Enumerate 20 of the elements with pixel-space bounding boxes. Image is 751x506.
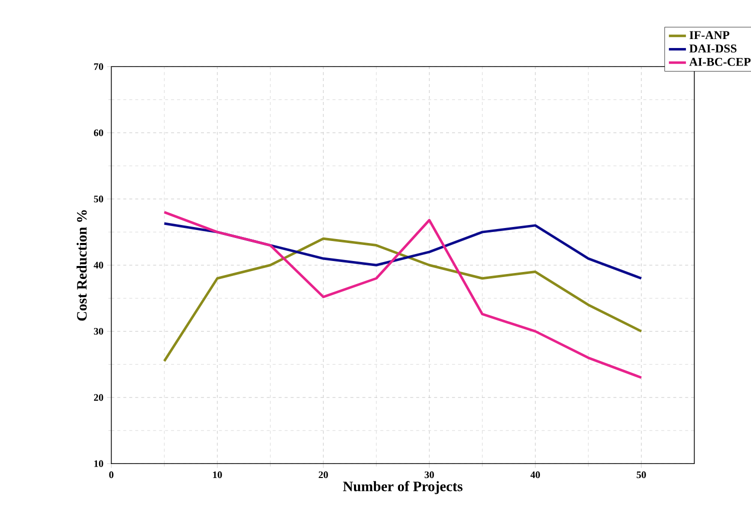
x-axis-title: Number of Projects [343, 480, 462, 494]
y-axis-title: Cost Reduction % [76, 210, 87, 321]
x-tick-label: 20 [318, 471, 328, 478]
legend-label: DAI-DSS [689, 44, 736, 53]
x-tick-label: 50 [636, 471, 646, 478]
y-tick-label: 20 [94, 394, 104, 401]
y-tick-label: 60 [94, 129, 104, 136]
x-tick-label: 0 [109, 471, 114, 478]
x-tick-label: 40 [530, 471, 540, 478]
legend-label: IF-ANP [690, 31, 730, 40]
y-tick-label: 40 [94, 262, 104, 268]
y-tick-label: 70 [94, 63, 104, 70]
y-tick-label: 50 [94, 196, 104, 202]
y-tick-label: 10 [94, 460, 104, 467]
y-tick-label: 30 [94, 328, 104, 335]
legend-label: AI-BC-CEP [689, 58, 751, 66]
line-series [163, 237, 643, 362]
line-series [163, 210, 643, 379]
x-tick-label: 30 [424, 471, 434, 478]
x-tick-label: 10 [213, 471, 222, 478]
